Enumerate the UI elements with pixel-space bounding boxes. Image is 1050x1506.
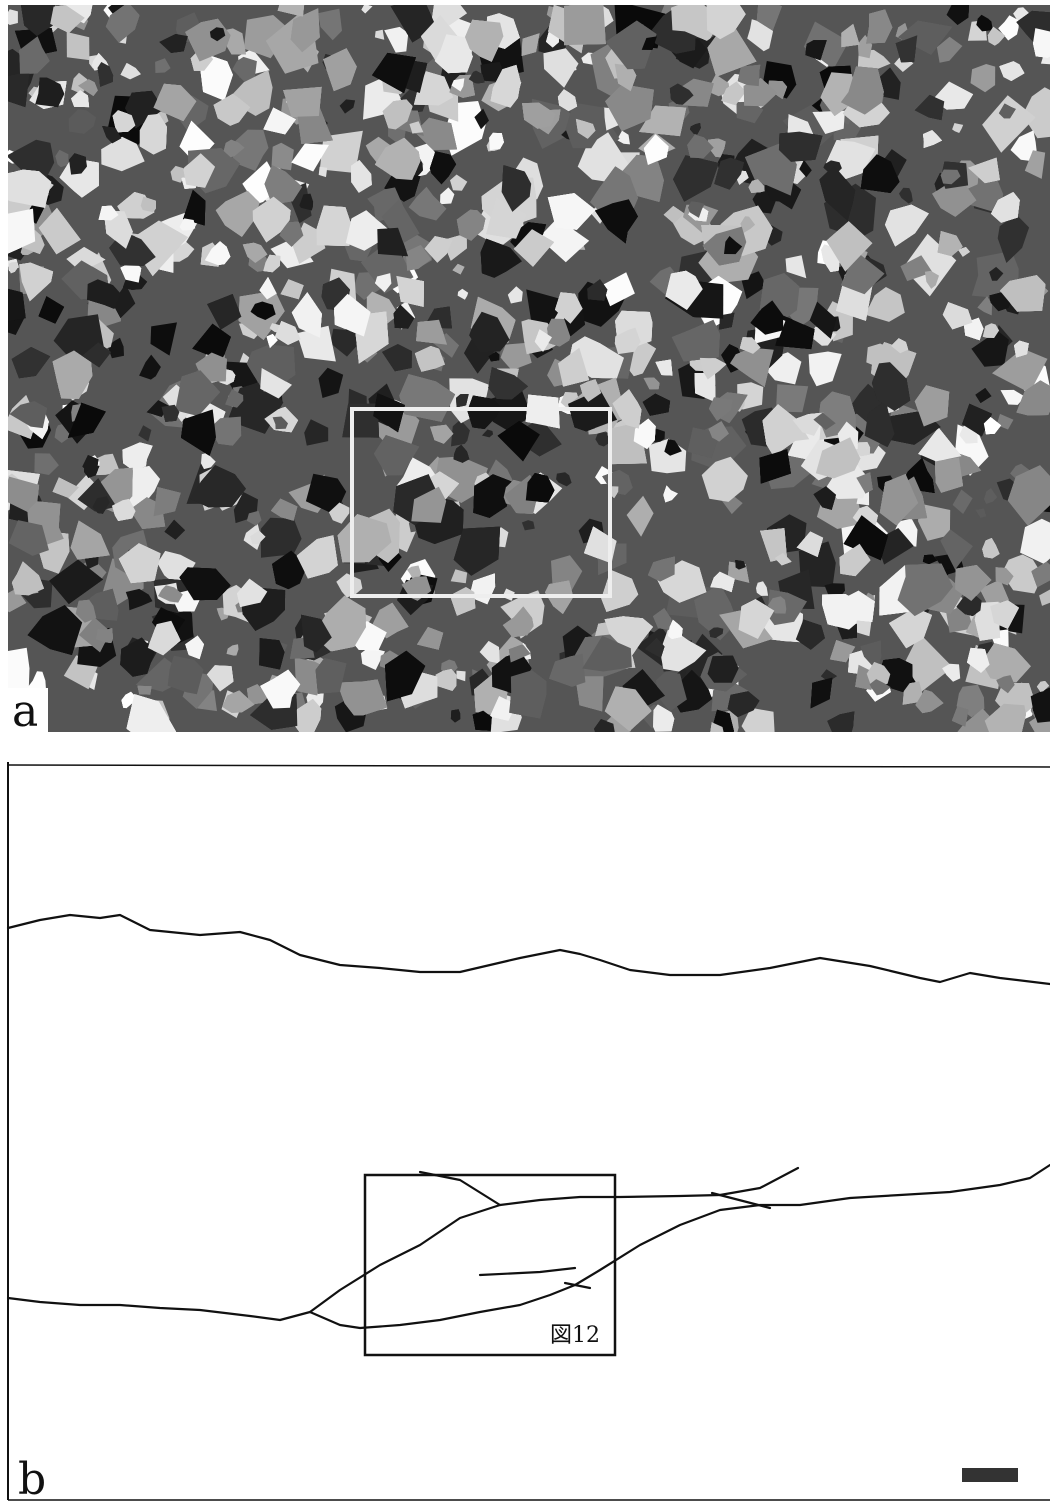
grain bbox=[564, 2, 606, 46]
border bbox=[8, 765, 1050, 767]
micrograph bbox=[0, 0, 1050, 752]
grain bbox=[0, 288, 26, 322]
crack bbox=[420, 1172, 500, 1205]
tracing: 図12 b bbox=[8, 762, 1050, 1505]
panel-label: a bbox=[12, 686, 38, 737]
crack bbox=[8, 1165, 1050, 1328]
figure: a 図12 b bbox=[0, 0, 1050, 1506]
grain bbox=[3, 9, 18, 25]
crack bbox=[8, 915, 1050, 984]
grain bbox=[0, 170, 51, 208]
grain bbox=[509, 670, 546, 718]
grain bbox=[0, 648, 30, 690]
crack bbox=[310, 1168, 798, 1312]
crack bbox=[480, 1268, 575, 1275]
grain bbox=[137, 686, 151, 695]
grain bbox=[0, 71, 30, 107]
page: {"panel_a": {"label": "a"}, "panel_b": {… bbox=[0, 0, 1050, 1506]
panel-label: b bbox=[18, 1454, 46, 1505]
crack bbox=[712, 1193, 770, 1208]
scale-bar bbox=[962, 1468, 1018, 1482]
box-label: 図12 bbox=[550, 1323, 600, 1348]
grain bbox=[1033, 28, 1050, 58]
